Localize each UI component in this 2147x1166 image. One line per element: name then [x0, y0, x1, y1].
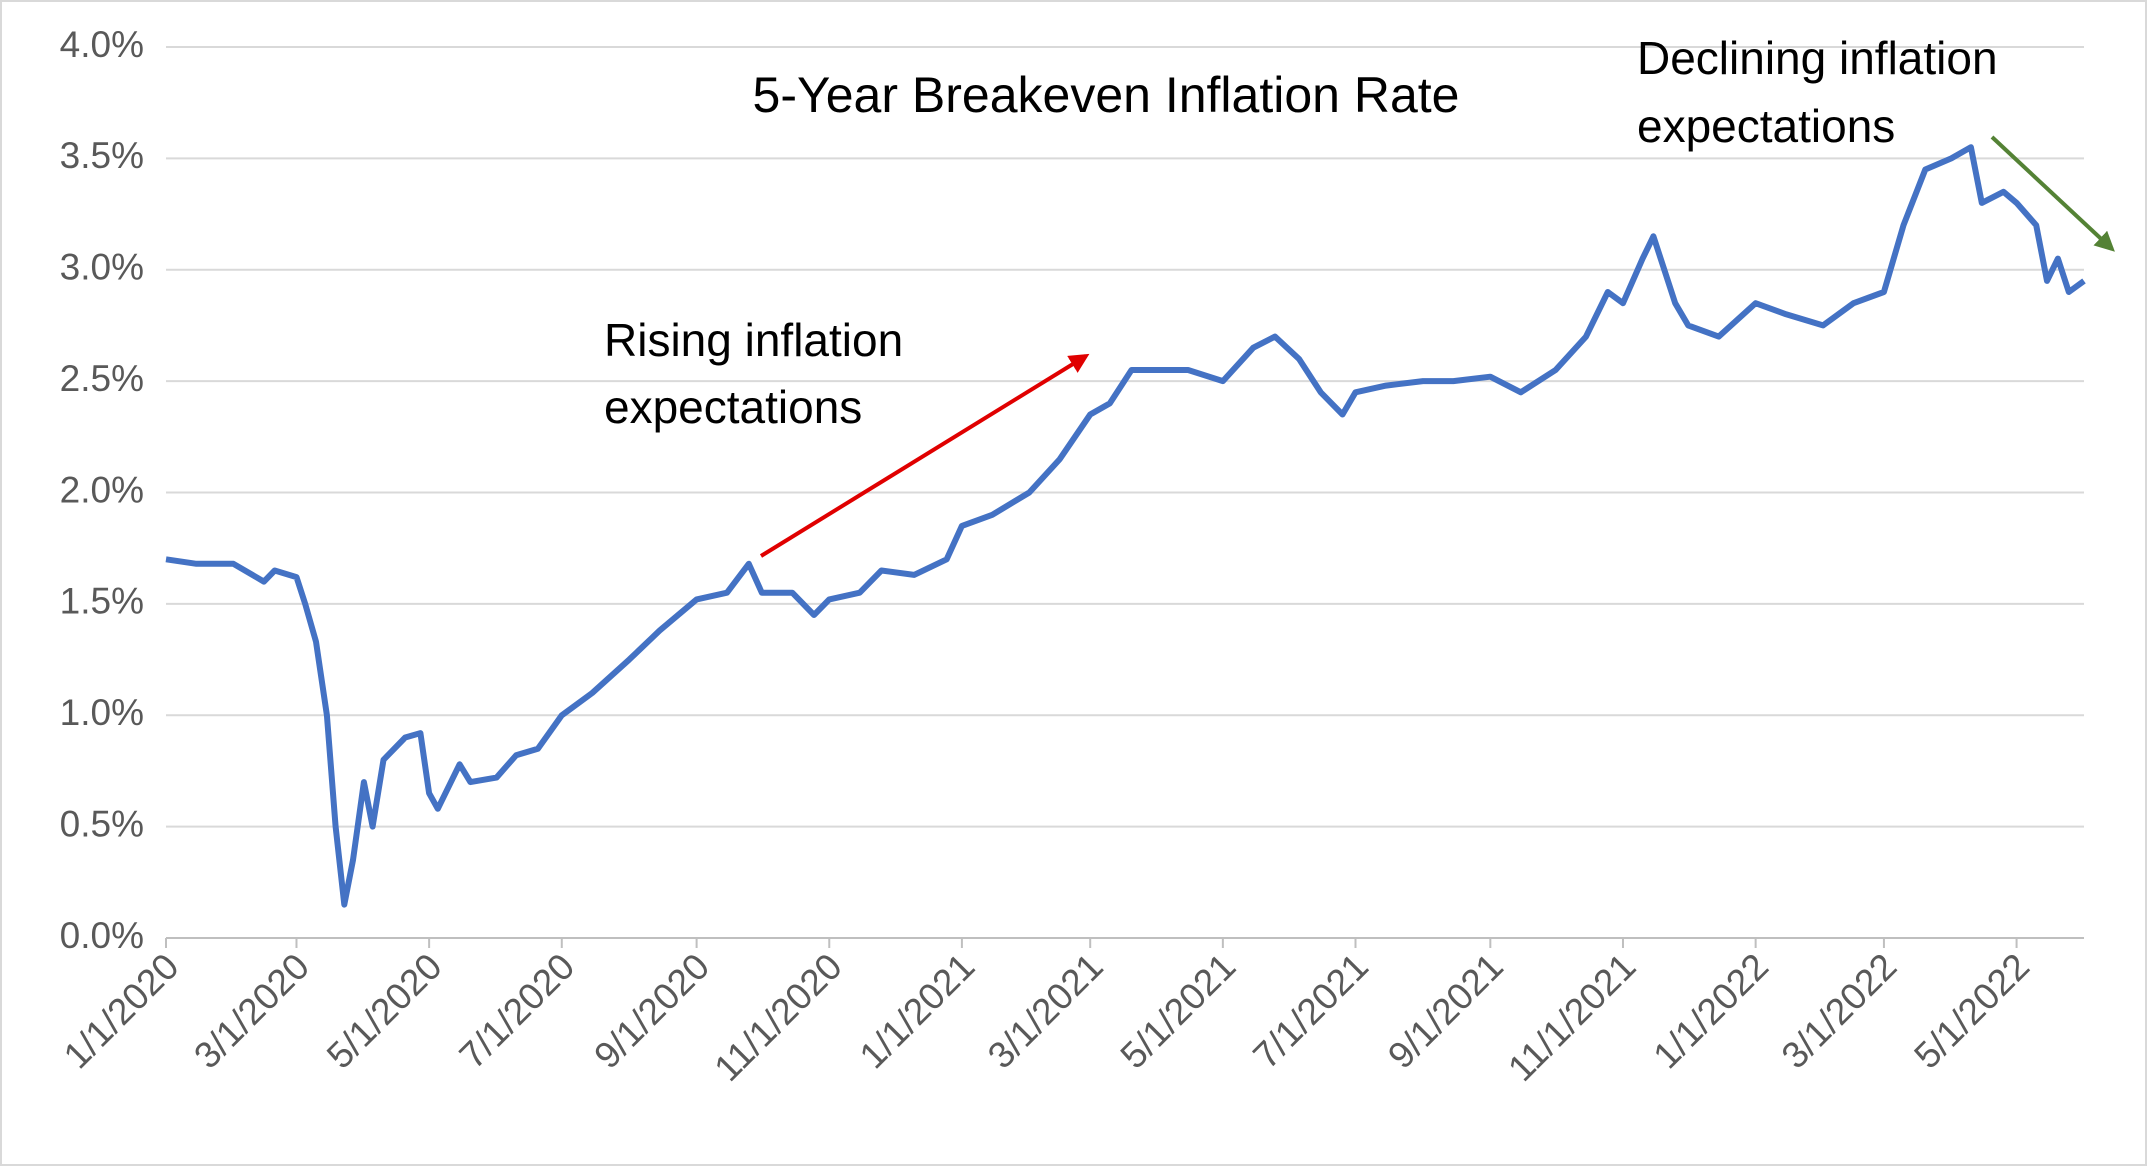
annotation: expectations [1637, 100, 1895, 152]
y-tick-label: 2.5% [60, 358, 144, 399]
chart-title: 5-Year Breakeven Inflation Rate [753, 67, 1460, 123]
y-tick-label: 1.5% [60, 581, 144, 622]
plot [165, 144, 2086, 908]
annotation: Rising inflation [604, 314, 903, 366]
y-tick-label: 1.0% [60, 692, 144, 733]
annotation: expectations [604, 381, 862, 433]
y-tick-label: 2.0% [60, 469, 144, 510]
declining-arrow [1990, 135, 2115, 252]
data-line [165, 144, 2086, 908]
y-tick-label: 3.5% [60, 135, 144, 176]
y-tick-label: 3.0% [60, 247, 144, 288]
y-tick-label: 4.0% [60, 24, 144, 65]
rising-arrow [759, 353, 1090, 558]
y-tick-label: 0.0% [60, 915, 144, 956]
y-tick-label: 0.5% [60, 803, 144, 844]
annotation: Declining inflation [1637, 32, 1998, 84]
